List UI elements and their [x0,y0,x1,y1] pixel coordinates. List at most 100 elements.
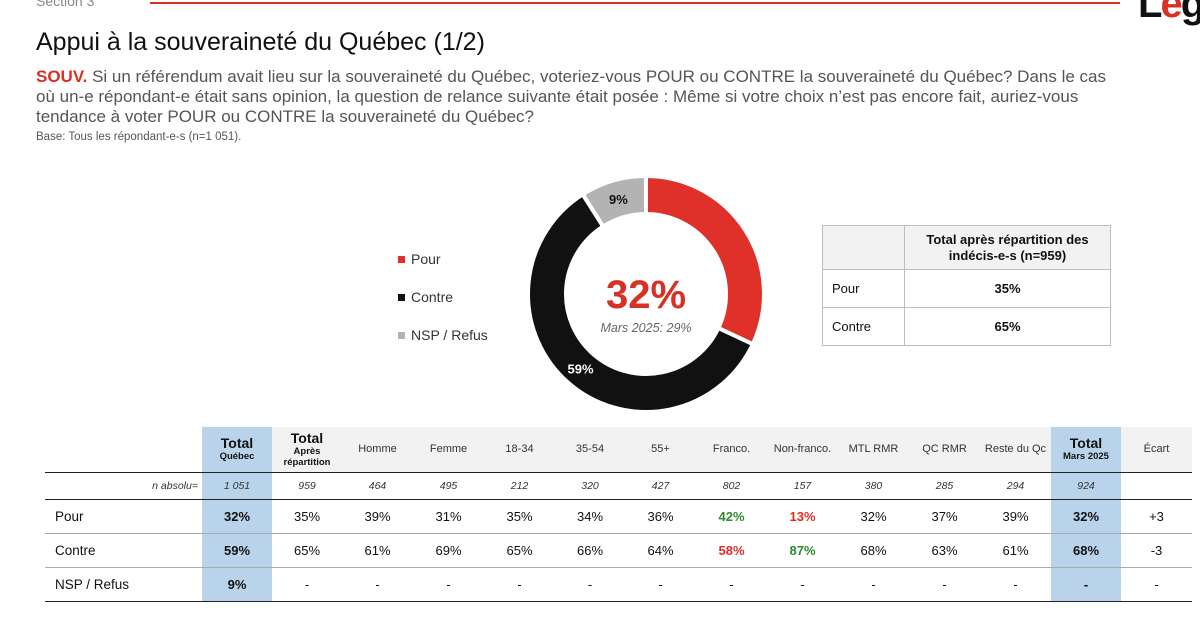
column-header-subtitle: Mars 2025 [1063,451,1109,463]
n-absolu-cell: 924 [1051,472,1121,499]
legend-label: NSP / Refus [411,327,488,343]
column-header: QC RMR [909,427,980,472]
table-row: Contre 59% 65% 61% 69% 65% 66% 64% 58% 87% 68% 63% 6… [45,533,1192,567]
legend-item-contre: Contre [398,278,488,316]
table-cell: 65% [506,542,533,558]
n-absolu-cell: 427 [651,479,670,492]
table-cell: 61% [364,542,391,558]
results-table: Total Québec Total Après répartition Homme Fe… [45,427,1192,602]
table-cell: 66% [576,542,604,558]
question-code: SOUV. [36,67,88,86]
column-header: MTL RMR [838,427,909,472]
row-label: Contre [55,542,96,558]
table-cell: 35% [293,508,321,524]
n-absolu-label: n absolu= [152,479,198,492]
donut-data-label: 59% [568,361,594,376]
side-table-label: Pour [822,269,905,308]
column-header: Total Québec [202,427,272,472]
table-cell: - [1051,567,1121,601]
table-cell: - [1013,576,1018,592]
legend-label: Contre [411,289,454,305]
legend-swatch [398,331,405,339]
side-table: Total après répartition des indécis-e-s … [822,225,1111,346]
base-note: Base: Tous les répondant-e-s (n=1 051). [36,131,242,143]
donut-slice-pour [644,173,766,347]
column-header: Total Mars 2025 [1051,427,1121,472]
table-cell: 9% [202,567,272,601]
legend-item-nsp: NSP / Refus [398,316,488,354]
side-table-value: 35% [904,269,1111,308]
column-header: Franco. [696,427,767,472]
table-cell: - [587,576,593,592]
table-cell: 64% [647,542,674,558]
column-header: Total Après répartition [272,427,342,472]
column-header: 35-54 [555,427,625,472]
legend-item-pour: Pour [398,240,488,278]
table-cell: 42% [718,508,745,524]
column-header: Écart [1121,427,1192,472]
n-absolu-cell: 959 [298,479,316,492]
donut-center-value: 32% [606,273,686,317]
donut-chart: 59% 9% 32% Mars 2025: 29% [526,173,766,414]
table-cell: 32% [860,508,887,524]
side-table-value: 65% [904,307,1111,346]
column-header-subtitle: Québec [219,451,255,463]
legend-label: Pour [411,251,441,267]
table-cell: - [871,576,876,592]
table-cell: 32% [1051,499,1121,533]
column-header: Homme [342,427,413,472]
question-text: SOUV. Si un référendum avait lieu sur la… [36,67,1116,127]
header-rule [150,2,1120,4]
table-cell: 13% [789,508,816,524]
table-cell: 39% [1002,508,1029,524]
side-table-header: Total après répartition des indécis-e-s … [904,225,1111,270]
question-body: Si un référendum avait lieu sur la souve… [36,67,1106,126]
chart-legend: Pour Contre NSP / Refus [398,240,488,354]
table-cell: - [375,576,380,592]
table-cell: 31% [435,508,462,524]
column-header: Non-franco. [767,427,838,472]
donut-slice-contre [526,191,756,414]
column-header-title: Total [220,435,254,452]
n-absolu-cell: 1 051 [202,472,272,499]
donut-slice-nsp-refus [580,173,648,230]
table-header-row: Total Québec Total Après répartition Homme Fe… [45,427,1192,472]
table-row: Pour 32% 35% 39% 31% 35% 34% 36% 42% 13% 32% 37% 39%… [45,499,1192,533]
column-header-title: Total [290,429,324,446]
n-absolu-cell: 212 [510,479,529,492]
n-absolu-cell: 802 [722,479,741,492]
n-absolu-row: n absolu= 1 051 959 464 495 212 320 427 802 157 38… [45,472,1192,499]
legend-swatch [398,255,405,263]
n-absolu-cell [1121,472,1192,499]
column-header: 18-34 [484,427,555,472]
side-table-corner [822,225,905,270]
n-absolu-cell: 285 [935,479,954,492]
table-cell: - [800,576,805,592]
table-cell: - [517,576,522,592]
table-cell: +3 [1149,508,1164,524]
column-header: Femme [413,427,484,472]
column-header: Reste du Qc [980,427,1051,472]
results-table-wrap: Total Québec Total Après répartition Homme Fe… [45,427,1192,602]
table-cell: 35% [506,508,533,524]
table-cell: - [729,576,734,592]
table-cell: 65% [293,542,321,558]
table-cell: -3 [1150,542,1163,558]
n-absolu-cell: 320 [581,479,599,492]
table-cell: 68% [1051,533,1121,567]
n-absolu-cell: 157 [793,479,812,492]
column-header-subtitle: Après répartition [283,445,331,468]
donut-data-label: 9% [609,192,628,207]
section-label: Section 3 [36,0,95,9]
header-corner [45,427,202,472]
table-row: NSP / Refus 9% - - - - - - - - - - - - - [45,567,1192,601]
table-cell: - [942,576,947,592]
page-title: Appui à la souveraineté du Québec (1/2) [36,28,485,56]
table-cell: 32% [202,499,272,533]
table-cell: 68% [860,542,887,558]
side-table-label: Contre [822,307,905,346]
table-cell: - [1154,576,1159,592]
table-cell: 34% [576,508,604,524]
n-absolu-cell: 495 [439,479,458,492]
table-cell: 69% [435,542,462,558]
